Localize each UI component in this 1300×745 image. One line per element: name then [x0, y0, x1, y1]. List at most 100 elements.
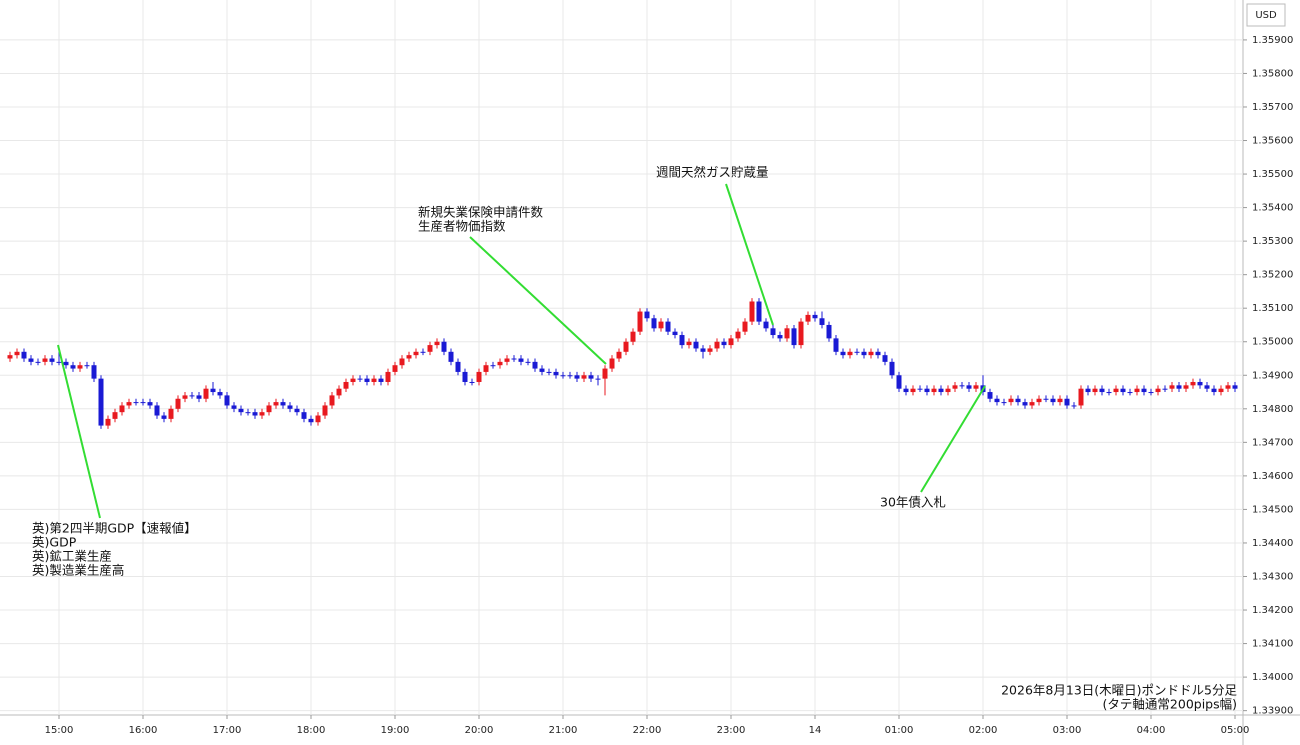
candle-body — [714, 341, 720, 349]
candle-body — [1148, 392, 1154, 394]
candle-body — [77, 365, 83, 369]
candle-body — [287, 405, 293, 409]
candle-body — [245, 412, 251, 414]
candle-body — [371, 378, 377, 382]
candle-body — [882, 355, 888, 362]
candle-body — [1099, 388, 1105, 393]
candle-body — [595, 378, 601, 380]
candle-body — [1127, 392, 1133, 394]
candle-body — [1113, 388, 1119, 393]
y-tick-label: 1.34400 — [1252, 538, 1293, 549]
candle-body — [868, 351, 874, 356]
candle-body — [518, 358, 524, 362]
candle-body — [749, 301, 755, 322]
candle-body — [1120, 388, 1126, 393]
candle-body — [1183, 385, 1189, 389]
candle-body — [1190, 381, 1196, 386]
annotation-leader — [57, 344, 101, 519]
candle-body — [1071, 405, 1077, 407]
candle-body — [273, 402, 279, 406]
candle-body — [385, 371, 391, 382]
candle-body — [112, 412, 118, 419]
candle-body — [910, 388, 916, 393]
candle-body — [637, 311, 643, 332]
candle-body — [1064, 398, 1070, 406]
candle-body — [644, 311, 650, 319]
candle-body — [168, 408, 174, 419]
candle-body — [574, 375, 580, 379]
annotation-leader — [920, 385, 986, 493]
candle-body — [329, 395, 335, 406]
candle-body — [1092, 388, 1098, 393]
x-tick-label: 14 — [809, 725, 822, 736]
candle-body — [196, 395, 202, 399]
candle-body — [931, 388, 937, 393]
candle-body — [1008, 398, 1014, 403]
candle-body — [231, 405, 237, 409]
candle-body — [658, 321, 664, 329]
candle-body — [1029, 402, 1035, 406]
candle-body — [469, 381, 475, 383]
candle-body — [609, 358, 615, 369]
grid — [0, 0, 1243, 715]
candle-body — [840, 351, 846, 356]
candle-body — [364, 378, 370, 382]
candle-body — [679, 335, 685, 346]
x-tick-label: 18:00 — [297, 725, 326, 736]
candle-body — [889, 361, 895, 376]
annotation-text: 生産者物価指数 — [418, 219, 506, 234]
candle-body — [1155, 388, 1161, 393]
footer-note: (タテ軸通常200pips幅) — [1103, 697, 1237, 712]
candle-body — [924, 388, 930, 393]
y-tick-label: 1.35500 — [1252, 169, 1293, 180]
candle-body — [651, 318, 657, 329]
candle-body — [308, 418, 314, 423]
candle-body — [616, 351, 622, 359]
candle-body — [812, 314, 818, 319]
y-tick-label: 1.35900 — [1252, 35, 1293, 46]
candle-body — [70, 365, 76, 369]
candle-body — [420, 351, 426, 353]
annotation-text: 英)第2四半期GDP【速報値】 — [32, 521, 197, 536]
candle-body — [462, 371, 468, 382]
candle-body — [1134, 388, 1140, 393]
candle-body — [7, 355, 13, 359]
annotation-text: 英)鉱工業生産 — [32, 549, 112, 564]
y-tick-label: 1.34000 — [1252, 672, 1293, 683]
candle-body — [105, 418, 111, 426]
candle-body — [259, 412, 265, 416]
candle-body — [476, 371, 482, 382]
candle-body — [98, 378, 104, 426]
candle-body — [826, 324, 832, 339]
candle-body — [413, 351, 419, 356]
candle-body — [1176, 385, 1182, 389]
candle-body — [406, 355, 412, 359]
candle-body — [161, 415, 167, 419]
candle-body — [56, 361, 62, 363]
candle-body — [301, 412, 307, 419]
candle-body — [399, 358, 405, 366]
y-tick-label: 1.35600 — [1252, 136, 1293, 147]
y-tick-label: 1.34800 — [1252, 404, 1293, 415]
x-tick-label: 20:00 — [465, 725, 494, 736]
candle-body — [896, 375, 902, 389]
candle-body — [777, 335, 783, 339]
candle-body — [735, 331, 741, 339]
y-tick-label: 1.34600 — [1252, 471, 1293, 482]
y-tick-label: 1.35800 — [1252, 68, 1293, 79]
candle-body — [1232, 385, 1238, 389]
candle-body — [378, 378, 384, 382]
candle-body — [1057, 398, 1063, 403]
candle-body — [1078, 388, 1084, 406]
candle-body — [945, 388, 951, 393]
candle-body — [1001, 402, 1007, 404]
candle-body — [721, 341, 727, 346]
candle-body — [854, 351, 860, 353]
candle-body — [875, 351, 881, 356]
y-tick-label: 1.35300 — [1252, 236, 1293, 247]
y-tick-label: 1.34500 — [1252, 504, 1293, 515]
candle-body — [217, 392, 223, 396]
